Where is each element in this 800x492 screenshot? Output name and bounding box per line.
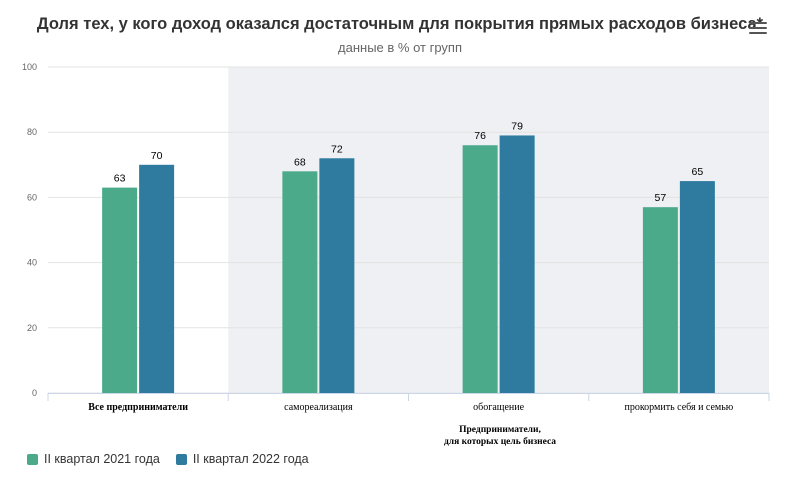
plot-band xyxy=(228,67,769,393)
y-tick-label: 80 xyxy=(27,127,37,137)
data-label: 65 xyxy=(692,166,704,178)
bar-2021 xyxy=(282,171,318,393)
x-category-label: прокормить себя и семью xyxy=(624,402,733,413)
legend-item-2022[interactable]: II квартал 2022 года xyxy=(175,452,309,466)
legend-item-2021[interactable]: II квартал 2021 года xyxy=(27,452,160,466)
group-label-line-1: Предприниматели, xyxy=(459,425,541,435)
bar-2022 xyxy=(139,164,175,393)
legend-label-2022: II квартал 2022 года xyxy=(192,452,309,466)
x-category-label: самореализация xyxy=(284,402,353,413)
menu-line xyxy=(749,32,767,34)
category-group-label: Предприниматели, для которых цель бизнес… xyxy=(380,424,620,448)
y-tick-label: 40 xyxy=(27,258,37,268)
menu-line xyxy=(749,22,767,24)
chart-title: Доля тех, у кого доход оказался достаточ… xyxy=(36,15,764,33)
bar-2021 xyxy=(462,145,498,393)
bar-2021 xyxy=(642,207,678,393)
data-label: 57 xyxy=(655,192,667,204)
bar-2022 xyxy=(679,181,715,393)
chart-subtitle: данные в % от групп xyxy=(338,40,462,55)
menu-icon[interactable] xyxy=(749,22,767,38)
bar-2022 xyxy=(499,135,535,393)
x-category-label: Все предприниматели xyxy=(88,402,188,413)
legend: II квартал 2021 года II квартал 2022 год… xyxy=(27,452,325,466)
y-tick-label: 100 xyxy=(22,62,37,72)
legend-swatch-2022 xyxy=(175,453,187,465)
data-label: 63 xyxy=(114,173,126,185)
data-label: 79 xyxy=(511,120,523,132)
legend-swatch-2021 xyxy=(27,453,38,465)
y-tick-label: 60 xyxy=(27,192,37,202)
bar-2022 xyxy=(319,158,355,393)
data-label: 76 xyxy=(474,130,486,142)
data-label: 72 xyxy=(331,143,343,155)
y-tick-label: 0 xyxy=(32,388,37,398)
group-label-line-2: для которых цель бизнеса xyxy=(443,437,557,447)
data-label: 70 xyxy=(151,150,163,162)
legend-label-2021: II квартал 2021 года xyxy=(44,452,160,466)
x-category-label: обогащение xyxy=(473,402,524,413)
data-label: 68 xyxy=(294,156,306,168)
menu-line xyxy=(749,27,767,29)
y-tick-label: 20 xyxy=(27,323,37,333)
bar-2021 xyxy=(102,187,138,393)
